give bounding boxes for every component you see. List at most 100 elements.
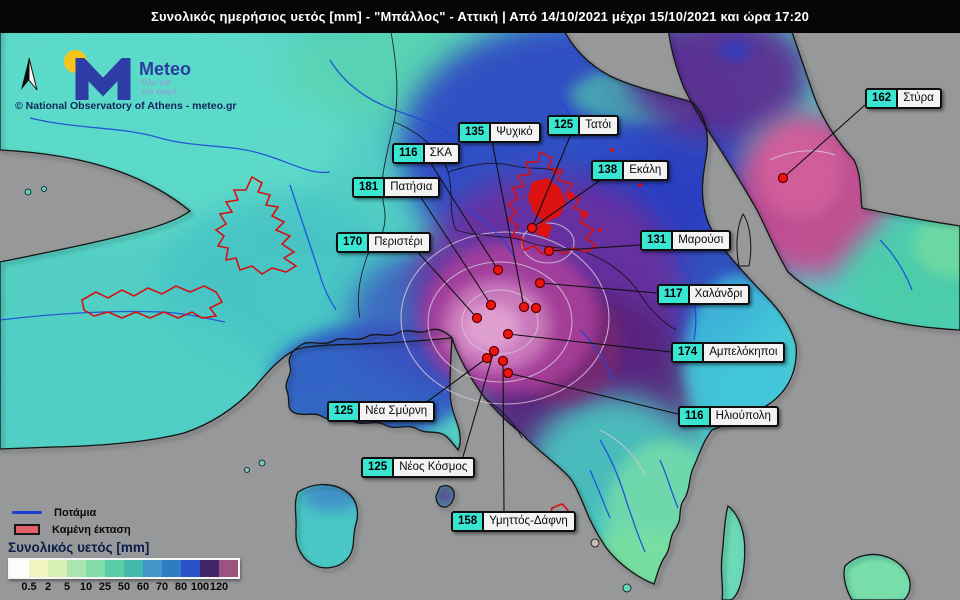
station-connector-line bbox=[419, 195, 492, 306]
station-value: 181 bbox=[354, 179, 386, 196]
station-value: 125 bbox=[329, 403, 361, 420]
map-title: Συνολικός ημερήσιος υετός [mm] - "Μπάλλο… bbox=[150, 9, 810, 24]
station-connector-line bbox=[531, 178, 603, 229]
scale-tick-label: 25 bbox=[98, 581, 112, 593]
station-connector-line bbox=[491, 140, 525, 308]
scale-tick-label: 50 bbox=[117, 581, 131, 593]
rain-contours bbox=[400, 150, 836, 476]
scale-color-swatch bbox=[67, 560, 86, 577]
scale-color-swatch bbox=[219, 560, 238, 577]
station-label: 181 Πατήσια bbox=[352, 177, 441, 198]
map-legend: Ποτάμια Καμένη έκταση Συνολικός υετός [m… bbox=[8, 505, 258, 594]
station-value: 162 bbox=[867, 90, 899, 107]
station-name: Χαλάνδρι bbox=[694, 288, 743, 300]
station-name: Ηλιούπολη bbox=[715, 410, 771, 422]
logo-wordmark: Meteo bbox=[139, 59, 192, 79]
station-connector-line bbox=[507, 333, 672, 353]
legend-rivers-row: Ποτάμια bbox=[8, 505, 258, 520]
scale-tick-label: 60 bbox=[136, 581, 150, 593]
station-dot bbox=[518, 301, 530, 313]
small-islets bbox=[24, 186, 632, 593]
station-value: 158 bbox=[453, 513, 485, 530]
legend-rivers-label: Ποτάμια bbox=[54, 506, 97, 519]
station-dot bbox=[471, 312, 483, 324]
station-dot bbox=[502, 328, 514, 340]
station-dot bbox=[485, 299, 497, 311]
station-connector-line bbox=[461, 350, 495, 461]
admin-boundaries bbox=[358, 25, 677, 439]
station-label: 125 Τατόι bbox=[547, 115, 620, 136]
scale-tick-label: 80 bbox=[174, 581, 188, 593]
scale-color-swatch bbox=[86, 560, 105, 577]
station-name: Νέος Κόσμος bbox=[399, 461, 468, 473]
station-name: Τατόι bbox=[585, 119, 612, 131]
station-dot bbox=[530, 302, 542, 314]
station-dots bbox=[471, 172, 789, 379]
station-connector-line bbox=[423, 357, 488, 405]
station-label: 170 Περιστέρι bbox=[336, 232, 431, 253]
title-bar: Συνολικός ημερήσιος υετός [mm] - "Μπάλλο… bbox=[0, 0, 960, 33]
station-name: Μαρούσι bbox=[678, 234, 724, 246]
station-name: Πατήσια bbox=[390, 181, 433, 193]
station-dot bbox=[488, 345, 500, 357]
logo-tagline: Όλα για τον καιρό bbox=[141, 78, 177, 96]
station-connector-line bbox=[539, 282, 658, 294]
station-name: Νέα Σμύρνη bbox=[365, 405, 428, 417]
legend-burned-row: Καμένη έκταση bbox=[8, 522, 258, 537]
station-label: 131 Μαρούσι bbox=[640, 230, 732, 251]
station-connector-line bbox=[782, 104, 866, 179]
station-connector-line bbox=[548, 244, 641, 252]
station-value: 116 bbox=[394, 145, 425, 162]
station-connector-lines bbox=[415, 104, 866, 512]
station-connector-line bbox=[502, 360, 505, 512]
station-connector-line bbox=[415, 249, 478, 319]
station-label: 125 Νέος Κόσμος bbox=[361, 457, 476, 478]
station-label: 116 Ηλιούπολη bbox=[678, 406, 779, 427]
station-value: 125 bbox=[549, 117, 581, 134]
station-connector-line bbox=[531, 133, 572, 229]
scale-color-swatch bbox=[10, 560, 29, 577]
station-value: 138 bbox=[593, 162, 625, 179]
station-dot bbox=[481, 352, 493, 364]
station-label: 135 Ψυχικό bbox=[458, 122, 541, 143]
station-label: 116 ΣΚΑ bbox=[392, 143, 461, 164]
station-dot bbox=[777, 172, 789, 184]
station-dot bbox=[497, 355, 509, 367]
scale-tick-label: 120 bbox=[209, 581, 229, 593]
station-label: 117 Χαλάνδρι bbox=[657, 284, 751, 305]
station-name: Υμηττός-Δάφνη bbox=[489, 515, 568, 527]
scale-color-swatch bbox=[143, 560, 162, 577]
legend-scale-title: Συνολικός υετός [mm] bbox=[8, 540, 150, 555]
scale-color-swatch bbox=[105, 560, 124, 577]
scale-color-swatch bbox=[200, 560, 219, 577]
copyright-text: © National Observatory of Athens - meteo… bbox=[15, 100, 237, 112]
scale-tick-label: 70 bbox=[155, 581, 169, 593]
logo-tagline-line1: Όλα για bbox=[141, 78, 171, 87]
legend-color-scale bbox=[8, 558, 240, 579]
station-connector-line bbox=[429, 161, 499, 271]
station-name: Περιστέρι bbox=[374, 236, 423, 248]
station-value: 116 bbox=[680, 408, 711, 425]
station-dot bbox=[492, 264, 504, 276]
scale-tick-label: 2 bbox=[44, 581, 52, 593]
station-value: 135 bbox=[460, 124, 492, 141]
station-dot bbox=[534, 277, 546, 289]
scale-color-swatch bbox=[124, 560, 143, 577]
scale-tick-label: 100 bbox=[190, 581, 210, 593]
station-dot bbox=[526, 222, 538, 234]
station-label: 125 Νέα Σμύρνη bbox=[327, 401, 436, 422]
river-line-icon bbox=[12, 511, 42, 514]
scale-tick-label: 0.5 bbox=[21, 581, 37, 593]
station-value: 170 bbox=[338, 234, 370, 251]
station-label: 158 Υμηττός-Δάφνη bbox=[451, 511, 576, 532]
station-dot bbox=[502, 367, 514, 379]
station-connector-line bbox=[507, 372, 679, 415]
scale-color-swatch bbox=[48, 560, 67, 577]
evia-inlet bbox=[736, 213, 752, 267]
station-label: 162 Στύρα bbox=[865, 88, 942, 109]
station-dot bbox=[543, 245, 555, 257]
station-name: Εκάλη bbox=[629, 164, 662, 176]
station-name: Αμπελόκηποι bbox=[709, 346, 778, 358]
